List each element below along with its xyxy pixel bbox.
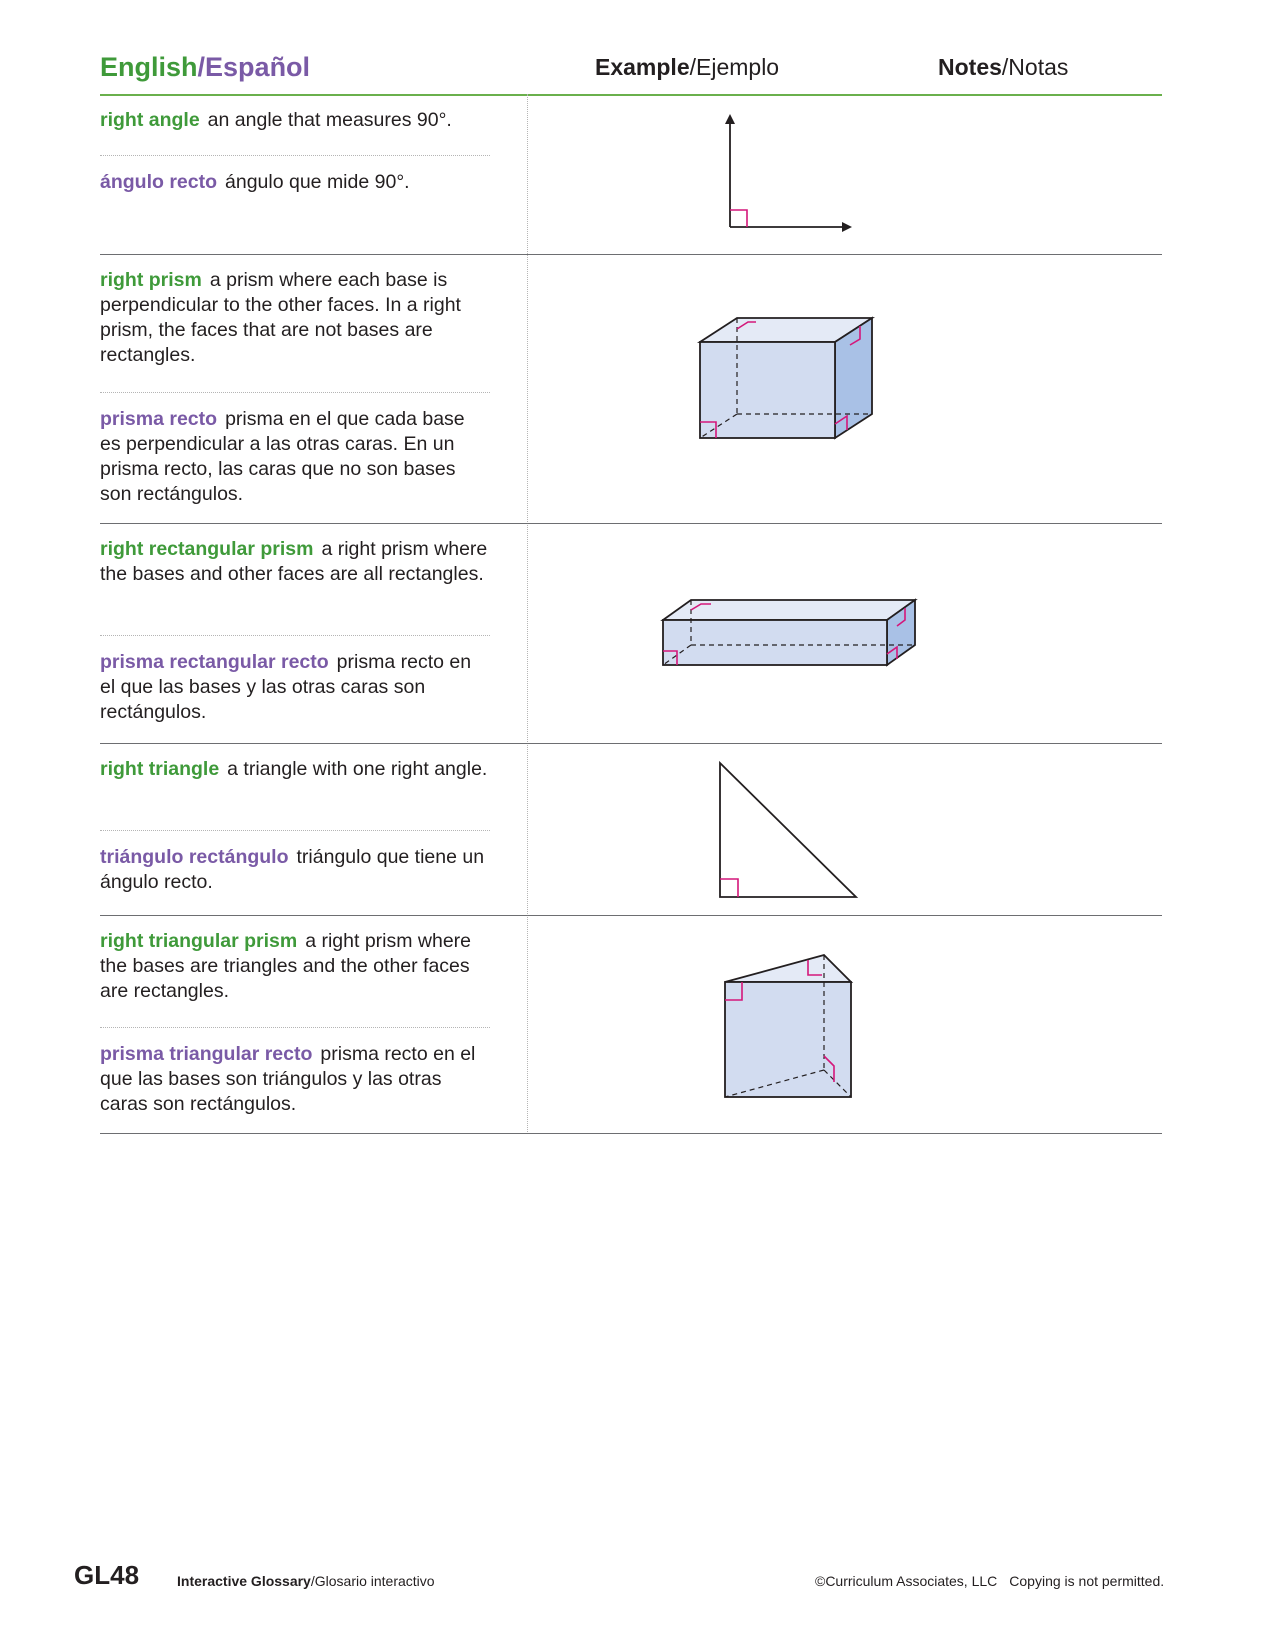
term-english: right triangle: [100, 758, 220, 780]
term-spanish: prisma recto: [100, 408, 218, 430]
term-english: right rectangular prism: [100, 538, 314, 560]
header-spanish: Español: [205, 52, 311, 82]
header-notes-es: /Notas: [1001, 54, 1069, 80]
definition-english: a right prism where the bases are triang…: [100, 930, 472, 1002]
header-example-en: Example: [595, 54, 690, 80]
prism-front-face: [662, 619, 888, 666]
glossary-entry-right-angle: right angle an angle that measures 90°. á…: [100, 94, 1162, 255]
definition-english: an angle that measures 90°.: [207, 109, 452, 131]
right-rectangular-prism-figure: [660, 598, 918, 667]
right-triangular-prism-figure: [724, 953, 854, 1098]
term-english: right angle: [100, 109, 200, 131]
term-english: right prism: [100, 269, 202, 291]
term-spanish: ángulo recto: [100, 171, 218, 193]
right-angle-mark: [663, 650, 678, 665]
dotted-separator: [100, 830, 490, 831]
right-angle-figure: [725, 114, 852, 232]
glossary-entry-right-prism: right prism a prism where each base is pe…: [100, 254, 1162, 524]
prism-top-face: [660, 599, 918, 621]
definition-english: a prism where each base is perpendicular…: [100, 269, 461, 366]
column-divider: [527, 94, 528, 1134]
term-spanish: prisma triangular recto: [100, 1043, 313, 1065]
header-example: Example/Ejemplo: [595, 54, 779, 81]
prism-front-face: [699, 341, 836, 439]
dotted-separator: [100, 635, 490, 636]
triangle-shape: [719, 760, 859, 898]
right-angle-mark: [730, 209, 748, 227]
term-english: right triangular prism: [100, 930, 298, 952]
entry-english: right triangle a triangle with one right …: [100, 757, 490, 782]
right-angle-mark: [690, 603, 711, 611]
hidden-edge: [699, 413, 738, 439]
definition-spanish: ángulo que mide 90°.: [225, 171, 410, 193]
right-prism-figure: [696, 316, 876, 440]
header-slash: /: [197, 52, 206, 82]
header-language: English/Español: [100, 52, 310, 83]
term-spanish: prisma rectangular recto: [100, 651, 329, 673]
right-angle-mark: [896, 608, 906, 627]
dotted-separator: [100, 392, 490, 393]
definition-english: a right prism where the bases and other …: [100, 538, 488, 585]
entry-spanish: prisma recto prisma en el que cada base e…: [100, 407, 490, 507]
header-notes-en: Notes: [938, 54, 1002, 80]
copyright-text: ©Curriculum Associates, LLC: [815, 1573, 998, 1589]
entry-spanish: prisma rectangular recto prisma recto en …: [100, 650, 490, 725]
entry-english: right prism a prism where each base is pe…: [100, 268, 490, 368]
dotted-separator: [100, 155, 490, 156]
right-angle-mark: [823, 1055, 835, 1082]
right-angle-mark: [700, 421, 717, 438]
entry-english: right rectangular prism a right prism whe…: [100, 537, 490, 587]
footer-glossary-es: /Glosario interactivo: [310, 1573, 435, 1589]
term-spanish: triángulo rectángulo: [100, 846, 289, 868]
glossary-entry-right-triangular-prism: right triangular prism a right prism wher…: [100, 915, 1162, 1134]
dotted-separator: [100, 1027, 490, 1028]
hidden-edge: [823, 1069, 852, 1098]
definition-spanish: prisma en el que cada base es perpendicu…: [100, 408, 465, 505]
hidden-edge: [662, 644, 692, 666]
right-angle-mark: [720, 878, 739, 897]
right-angle-mark: [849, 326, 861, 346]
prism-top-face: [724, 953, 854, 983]
copying-notice: Copying is not permitted.: [1009, 1573, 1165, 1589]
footer-copyright: ©Curriculum Associates, LLC Copying is no…: [815, 1573, 1164, 1589]
entry-english: right triangular prism a right prism wher…: [100, 929, 490, 1004]
glossary-entry-right-triangle: right triangle a triangle with one right …: [100, 743, 1162, 916]
glossary-header: English/Español Example/Ejemplo Notes/No…: [100, 48, 1162, 96]
header-english: English: [100, 52, 198, 82]
right-triangle-figure: [719, 760, 859, 898]
entry-spanish: ángulo recto ángulo que mide 90°.: [100, 170, 490, 195]
right-angle-mark: [725, 982, 743, 1001]
right-angle-mark: [736, 321, 756, 330]
header-notes: Notes/Notas: [938, 54, 1068, 81]
page-code: GL48: [74, 1560, 140, 1590]
entry-english: right angle an angle that measures 90°.: [100, 108, 490, 133]
prism-front-face: [724, 981, 852, 1098]
header-example-es: /Ejemplo: [689, 54, 780, 80]
footer-glossary-en: Interactive Glossary: [177, 1573, 311, 1589]
entry-spanish: triángulo rectángulo triángulo que tiene …: [100, 845, 490, 895]
glossary-entry-right-rectangular-prism: right rectangular prism a right prism whe…: [100, 523, 1162, 744]
definition-english: a triangle with one right angle.: [227, 758, 488, 780]
footer-glossary-title: Interactive Glossary/Glosario interactiv…: [177, 1573, 435, 1589]
right-angle-mark: [834, 414, 848, 430]
hidden-edge: [724, 1069, 825, 1098]
entry-spanish: prisma triangular recto prisma recto en e…: [100, 1042, 490, 1117]
definition-spanish: triángulo que tiene un ángulo recto.: [100, 846, 485, 893]
definition-spanish: prisma recto en el que las bases y las o…: [100, 651, 472, 723]
right-angle-mark: [886, 645, 898, 659]
right-angle-mark: [807, 960, 822, 976]
definition-spanish: prisma recto en el que las bases son tri…: [100, 1043, 476, 1115]
